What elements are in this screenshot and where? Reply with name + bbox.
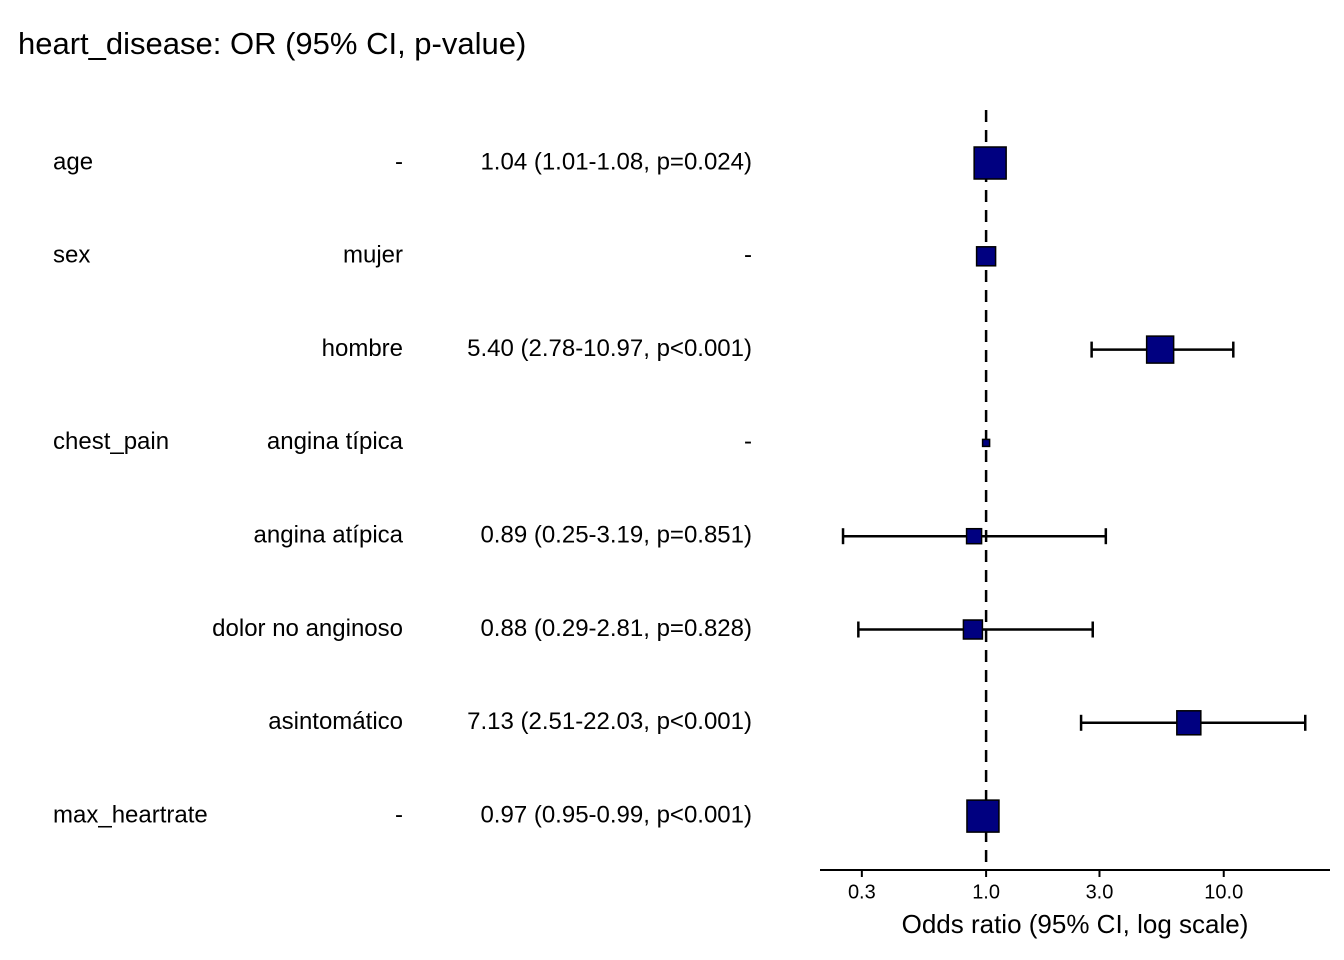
estimate-box (1145, 335, 1175, 364)
estimate-box (975, 246, 997, 267)
level-label: - (395, 801, 403, 828)
estimate-box (962, 619, 984, 640)
level-label: - (395, 148, 403, 175)
level-label: hombre (322, 335, 403, 362)
level-label: asintomático (268, 708, 403, 735)
level-label: mujer (343, 242, 403, 269)
estimate-label: 5.40 (2.78-10.97, p<0.001) (467, 335, 752, 362)
estimate-label: 0.97 (0.95-0.99, p<0.001) (480, 801, 752, 828)
estimate-label: - (744, 428, 752, 455)
estimate-label: - (744, 242, 752, 269)
estimate-label: 0.89 (0.25-3.19, p=0.851) (480, 522, 752, 549)
x-tick-label: 1.0 (972, 881, 1000, 903)
estimate-box (1176, 710, 1202, 736)
x-tick-label: 3.0 (1086, 881, 1114, 903)
level-label: angina atípica (254, 522, 404, 549)
variable-label: sex (53, 242, 90, 269)
estimate-label: 7.13 (2.51-22.03, p<0.001) (467, 708, 752, 735)
estimate-box (973, 146, 1007, 180)
level-label: angina típica (267, 428, 404, 455)
variable-label: chest_pain (53, 428, 169, 455)
estimate-box (966, 799, 1000, 833)
estimate-label: 1.04 (1.01-1.08, p=0.024) (480, 148, 752, 175)
x-axis-title: Odds ratio (95% CI, log scale) (902, 909, 1249, 939)
variable-label: age (53, 148, 93, 175)
variable-label: max_heartrate (53, 801, 208, 828)
level-label: dolor no anginoso (212, 615, 403, 642)
estimate-box (981, 438, 991, 448)
chart-title: heart_disease: OR (95% CI, p-value) (18, 26, 526, 61)
x-tick-label: 10.0 (1204, 881, 1243, 903)
x-tick-label: 0.3 (848, 881, 876, 903)
estimate-box (965, 527, 983, 545)
estimate-label: 0.88 (0.29-2.81, p=0.828) (480, 615, 752, 642)
